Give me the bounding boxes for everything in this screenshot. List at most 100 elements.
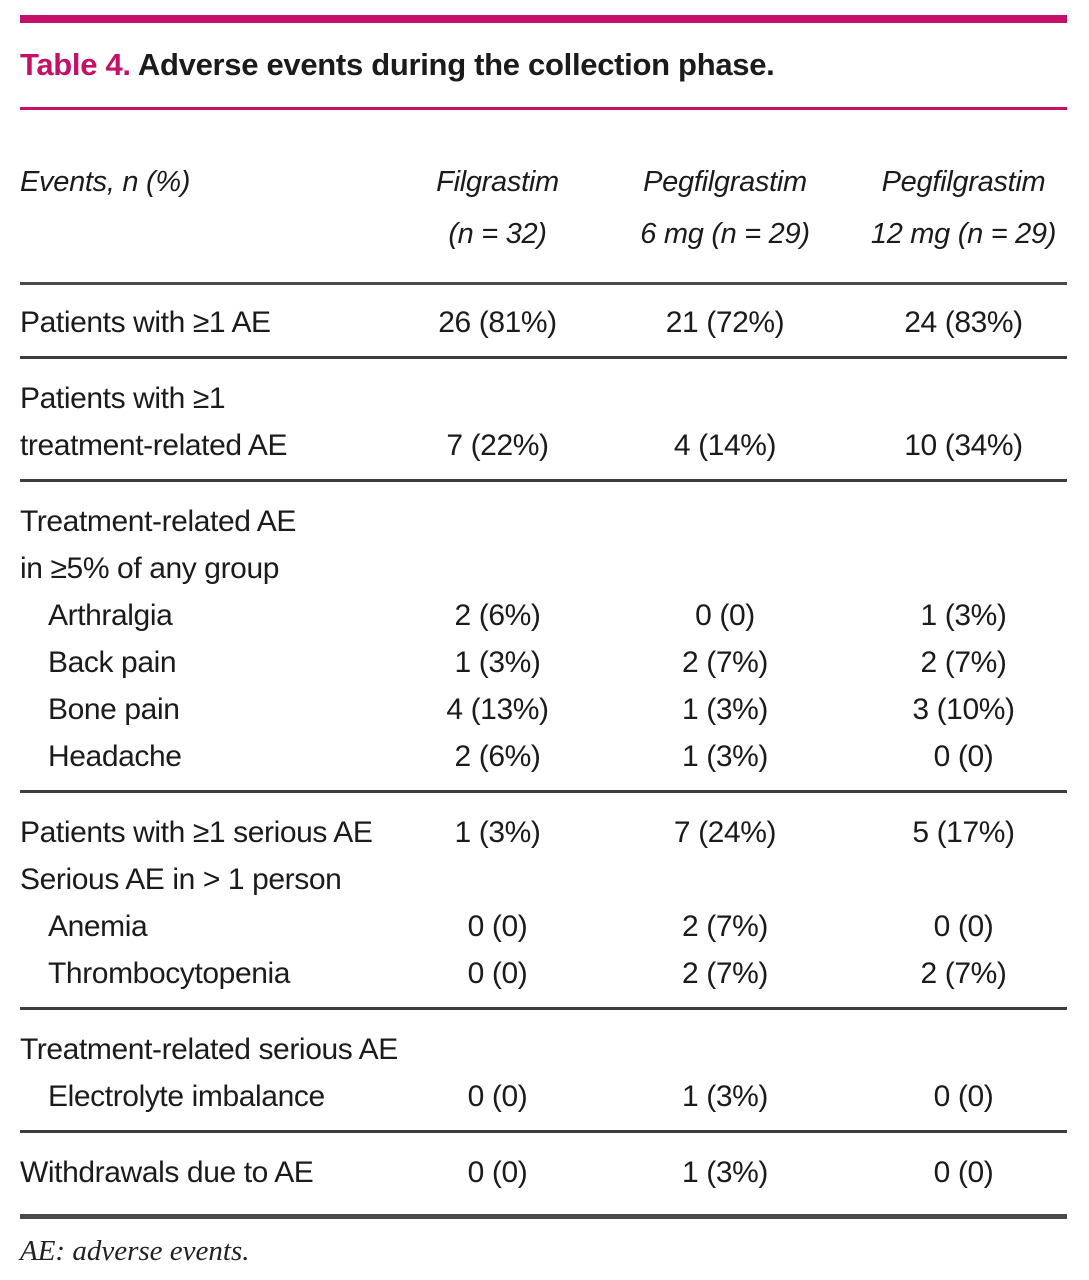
table-body: Patients with ≥1 AE 26 (81%) 21 (72%) 24 (8… [20,285,1067,1196]
cell-value: 4 (13%) [446,693,549,726]
cell-value: 26 (81%) [438,306,557,339]
cell-value: 2 (7%) [682,910,768,943]
column-header-0: Filgrastim (n = 32) [405,156,590,260]
cell-value: 0 (0) [467,1080,528,1113]
row-label: Serious AE in > 1 person [20,856,405,903]
table-caption: Table 4. Adverse events during the colle… [20,47,1067,83]
row-label: Patients with ≥1 AE [20,299,405,346]
row-label-line: treatment-related AE [20,429,288,462]
cell-value: 0 (0) [933,910,994,943]
row-label-line: Anemia [48,910,148,943]
row-label: Electrolyte imbalance [20,1073,405,1120]
table-row: Bone pain 4 (13%) 1 (3%) 3 (10%) [20,686,1067,733]
column-header-line: Pegfilgrastim [643,166,807,198]
header-divider-rule [20,282,1067,285]
column-header-events: Events, n (%) [20,166,191,198]
row-label: Withdrawals due to AE [20,1149,405,1196]
row-label-line: Patients with ≥1 serious AE [20,816,373,849]
footnote-divider-rule [20,1214,1067,1219]
cell-value: 0 (0) [933,1156,994,1189]
cell-value: 21 (72%) [665,306,785,339]
column-header-line: 6 mg (n = 29) [640,218,810,250]
row-label-line: in ≥5% of any group [20,552,280,585]
row-divider [20,479,1067,482]
table-row: Patients with ≥1 AE 26 (81%) 21 (72%) 24 (8… [20,285,1067,346]
row-label-line: Electrolyte imbalance [48,1080,325,1113]
table-row: Patients with ≥1 treatment-related AE 7 (2… [20,359,1067,469]
row-label: Patients with ≥1 serious AE [20,809,405,856]
table-number: Table 4. [20,47,131,82]
table-header-row: Events, n (%) Filgrastim (n = 32) Pegfilgr… [20,156,1067,260]
row-label-line: Back pain [48,646,177,679]
cell-value: 10 (34%) [904,429,1023,462]
row-label-line: Headache [48,740,182,773]
column-header-2: Pegfilgrastim 12 mg (n = 29) [860,156,1067,260]
row-label-line: Thrombocytopenia [48,957,291,990]
cell-value: 2 (7%) [920,957,1007,990]
cell-value: 1 (3%) [920,599,1007,632]
column-header-line: 12 mg (n = 29) [870,218,1057,250]
table-row: Anemia 0 (0) 2 (7%) 0 (0) [20,903,1067,950]
cell-value: 3 (10%) [912,693,1015,726]
column-header-1: Pegfilgrastim 6 mg (n = 29) [590,156,860,260]
row-label-line: Treatment-related serious AE [20,1033,398,1066]
column-header-line: Pegfilgrastim [881,166,1046,198]
table-row: Headache 2 (6%) 1 (3%) 0 (0) [20,733,1067,780]
row-label-line: Bone pain [48,693,180,726]
row-label: Treatment-related serious AE [20,1026,405,1073]
caption-divider-bar [20,107,1067,110]
table-row: Patients with ≥1 serious AE 1 (3%) 7 (24%)… [20,793,1067,856]
cell-value: 4 (14%) [673,429,777,462]
row-label: Bone pain [20,686,405,733]
row-label: Patients with ≥1 treatment-related AE [20,375,405,469]
row-label-line: Serious AE in > 1 person [20,863,342,896]
cell-value: 1 (3%) [454,816,541,849]
cell-value: 0 (0) [467,1156,528,1189]
row-label: Back pain [20,639,405,686]
cell-value: 0 (0) [695,599,755,632]
row-label: Headache [20,733,405,780]
row-divider [20,1007,1067,1010]
cell-value: 1 (3%) [454,646,541,679]
row-label: Arthralgia [20,592,405,639]
column-header-line: Filgrastim [436,166,559,198]
table-row: Serious AE in > 1 person [20,856,1067,903]
row-label: Treatment-related AE in ≥5% of any group [20,498,405,592]
cell-value: 2 (6%) [454,740,541,773]
row-label-line: Treatment-related AE [20,505,297,538]
table-row: Thrombocytopenia 0 (0) 2 (7%) 2 (7%) [20,950,1067,997]
cell-value: 0 (0) [467,910,528,943]
cell-value: 0 (0) [467,957,528,990]
cell-value: 24 (83%) [904,306,1023,339]
cell-value: 1 (3%) [682,1156,768,1189]
table-caption-text: Adverse events during the collection pha… [137,47,775,82]
cell-value: 1 (3%) [682,693,768,726]
table-row: Withdrawals due to AE 0 (0) 1 (3%) 0 (0) [20,1133,1067,1196]
cell-value: 1 (3%) [682,1080,768,1113]
cell-value: 2 (7%) [682,957,768,990]
table-row: Arthralgia 2 (6%) 0 (0) 1 (3%) [20,592,1067,639]
table-row: Back pain 1 (3%) 2 (7%) 2 (7%) [20,639,1067,686]
table-row: Treatment-related AE in ≥5% of any group [20,482,1067,592]
cell-value: 7 (22%) [446,429,549,462]
table-footnote: AE: adverse events. [20,1235,250,1267]
row-label: Anemia [20,903,405,950]
table-row: Treatment-related serious AE [20,1010,1067,1073]
top-accent-bar [20,15,1067,23]
row-divider [20,790,1067,793]
cell-value: 5 (17%) [912,816,1015,849]
row-label: Thrombocytopenia [20,950,405,997]
row-label-line: Withdrawals due to AE [20,1156,314,1189]
table-row: Electrolyte imbalance 0 (0) 1 (3%) 0 (0) [20,1073,1067,1120]
column-header-line: (n = 32) [448,218,547,250]
cell-value: 2 (7%) [920,646,1007,679]
cell-value: 0 (0) [933,740,994,773]
row-label-line: Patients with ≥1 AE [20,306,271,339]
row-divider [20,1130,1067,1133]
row-divider [20,356,1067,359]
cell-value: 2 (6%) [454,599,541,632]
cell-value: 7 (24%) [673,816,777,849]
cell-value: 0 (0) [933,1080,994,1113]
row-label-line: Arthralgia [48,599,173,632]
